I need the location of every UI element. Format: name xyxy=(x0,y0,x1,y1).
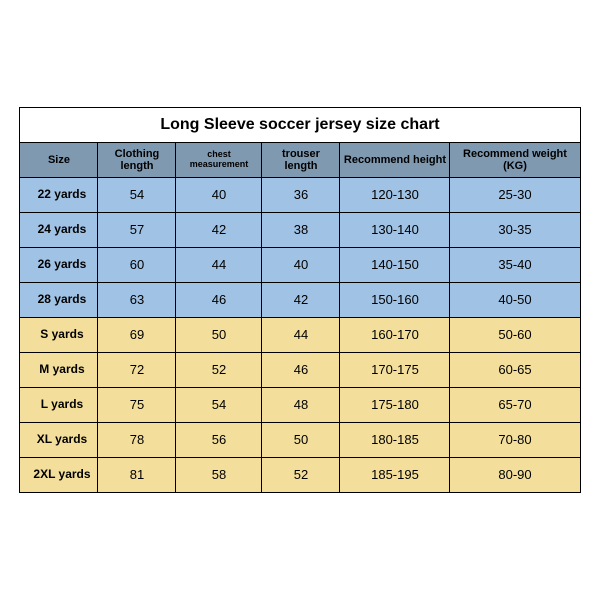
value-cell: 80-90 xyxy=(450,457,580,492)
column-header: Clothing length xyxy=(98,142,176,177)
size-cell: L yards xyxy=(20,387,98,422)
value-cell: 40 xyxy=(176,177,262,212)
column-header: Size xyxy=(20,142,98,177)
size-cell: 22 yards xyxy=(20,177,98,212)
value-cell: 60-65 xyxy=(450,352,580,387)
size-cell: 28 yards xyxy=(20,282,98,317)
value-cell: 130-140 xyxy=(340,212,450,247)
value-cell: 150-160 xyxy=(340,282,450,317)
value-cell: 54 xyxy=(176,387,262,422)
value-cell: 30-35 xyxy=(450,212,580,247)
column-header: Recommend height xyxy=(340,142,450,177)
value-cell: 57 xyxy=(98,212,176,247)
value-cell: 63 xyxy=(98,282,176,317)
value-cell: 56 xyxy=(176,422,262,457)
size-cell: XL yards xyxy=(20,422,98,457)
column-header: Recommend weight (KG) xyxy=(450,142,580,177)
value-cell: 46 xyxy=(262,352,340,387)
value-cell: 78 xyxy=(98,422,176,457)
size-cell: 26 yards xyxy=(20,247,98,282)
header-row: SizeClothing lengthchest measurementtrou… xyxy=(20,142,580,177)
size-chart-table: Long Sleeve soccer jersey size chart Siz… xyxy=(19,107,580,493)
value-cell: 70-80 xyxy=(450,422,580,457)
value-cell: 35-40 xyxy=(450,247,580,282)
table-row: M yards725246170-17560-65 xyxy=(20,352,580,387)
value-cell: 140-150 xyxy=(340,247,450,282)
value-cell: 50 xyxy=(176,317,262,352)
value-cell: 65-70 xyxy=(450,387,580,422)
value-cell: 42 xyxy=(262,282,340,317)
value-cell: 44 xyxy=(262,317,340,352)
value-cell: 120-130 xyxy=(340,177,450,212)
value-cell: 175-180 xyxy=(340,387,450,422)
value-cell: 48 xyxy=(262,387,340,422)
size-cell: 2XL yards xyxy=(20,457,98,492)
value-cell: 52 xyxy=(176,352,262,387)
value-cell: 69 xyxy=(98,317,176,352)
value-cell: 72 xyxy=(98,352,176,387)
value-cell: 25-30 xyxy=(450,177,580,212)
value-cell: 44 xyxy=(176,247,262,282)
value-cell: 170-175 xyxy=(340,352,450,387)
value-cell: 50 xyxy=(262,422,340,457)
value-cell: 180-185 xyxy=(340,422,450,457)
value-cell: 160-170 xyxy=(340,317,450,352)
column-header: chest measurement xyxy=(176,142,262,177)
value-cell: 42 xyxy=(176,212,262,247)
table-row: 28 yards634642150-16040-50 xyxy=(20,282,580,317)
table-row: 22 yards544036120-13025-30 xyxy=(20,177,580,212)
value-cell: 36 xyxy=(262,177,340,212)
column-header: trouser length xyxy=(262,142,340,177)
value-cell: 46 xyxy=(176,282,262,317)
value-cell: 75 xyxy=(98,387,176,422)
value-cell: 54 xyxy=(98,177,176,212)
table-row: 2XL yards815852185-19580-90 xyxy=(20,457,580,492)
value-cell: 58 xyxy=(176,457,262,492)
value-cell: 81 xyxy=(98,457,176,492)
table-row: S yards695044160-17050-60 xyxy=(20,317,580,352)
value-cell: 40 xyxy=(262,247,340,282)
value-cell: 38 xyxy=(262,212,340,247)
value-cell: 60 xyxy=(98,247,176,282)
table-row: 24 yards574238130-14030-35 xyxy=(20,212,580,247)
table-row: L yards755448175-18065-70 xyxy=(20,387,580,422)
value-cell: 40-50 xyxy=(450,282,580,317)
size-cell: S yards xyxy=(20,317,98,352)
value-cell: 185-195 xyxy=(340,457,450,492)
table-row: XL yards785650180-18570-80 xyxy=(20,422,580,457)
value-cell: 50-60 xyxy=(450,317,580,352)
table-row: 26 yards604440140-15035-40 xyxy=(20,247,580,282)
title-row: Long Sleeve soccer jersey size chart xyxy=(20,108,580,143)
table-title: Long Sleeve soccer jersey size chart xyxy=(20,108,580,143)
size-cell: M yards xyxy=(20,352,98,387)
size-cell: 24 yards xyxy=(20,212,98,247)
value-cell: 52 xyxy=(262,457,340,492)
